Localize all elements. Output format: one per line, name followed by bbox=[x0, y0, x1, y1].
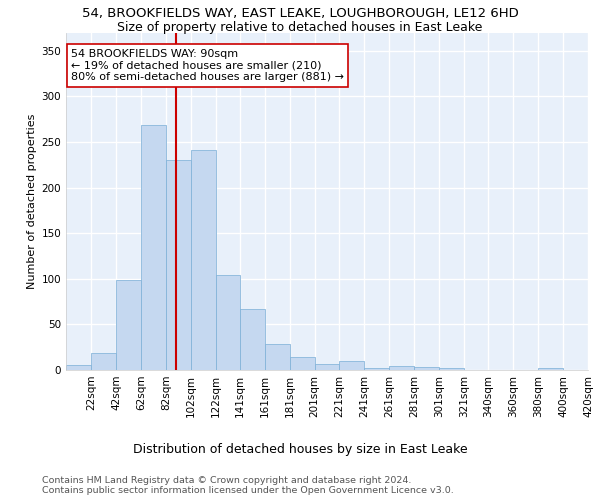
Bar bbox=[141, 124, 166, 370]
Bar bbox=[116, 280, 141, 370]
Bar bbox=[290, 357, 314, 370]
Bar bbox=[314, 364, 340, 370]
Bar bbox=[239, 309, 265, 370]
Bar bbox=[389, 366, 415, 370]
Bar bbox=[166, 160, 191, 370]
Text: 54, BROOKFIELDS WAY, EAST LEAKE, LOUGHBOROUGH, LE12 6HD: 54, BROOKFIELDS WAY, EAST LEAKE, LOUGHBO… bbox=[82, 8, 518, 20]
Bar bbox=[216, 275, 239, 370]
Text: 54 BROOKFIELDS WAY: 90sqm
← 19% of detached houses are smaller (210)
80% of semi: 54 BROOKFIELDS WAY: 90sqm ← 19% of detac… bbox=[71, 49, 344, 82]
Bar bbox=[340, 361, 364, 370]
Bar bbox=[538, 368, 563, 370]
Bar bbox=[66, 364, 91, 370]
Y-axis label: Number of detached properties: Number of detached properties bbox=[27, 114, 37, 289]
Bar bbox=[265, 344, 290, 370]
Bar bbox=[415, 368, 439, 370]
Text: Size of property relative to detached houses in East Leake: Size of property relative to detached ho… bbox=[118, 22, 482, 35]
Text: Contains HM Land Registry data © Crown copyright and database right 2024.
Contai: Contains HM Land Registry data © Crown c… bbox=[42, 476, 454, 495]
Bar bbox=[91, 352, 116, 370]
Bar bbox=[364, 368, 389, 370]
Bar bbox=[191, 150, 216, 370]
Bar bbox=[439, 368, 464, 370]
Text: Distribution of detached houses by size in East Leake: Distribution of detached houses by size … bbox=[133, 442, 467, 456]
